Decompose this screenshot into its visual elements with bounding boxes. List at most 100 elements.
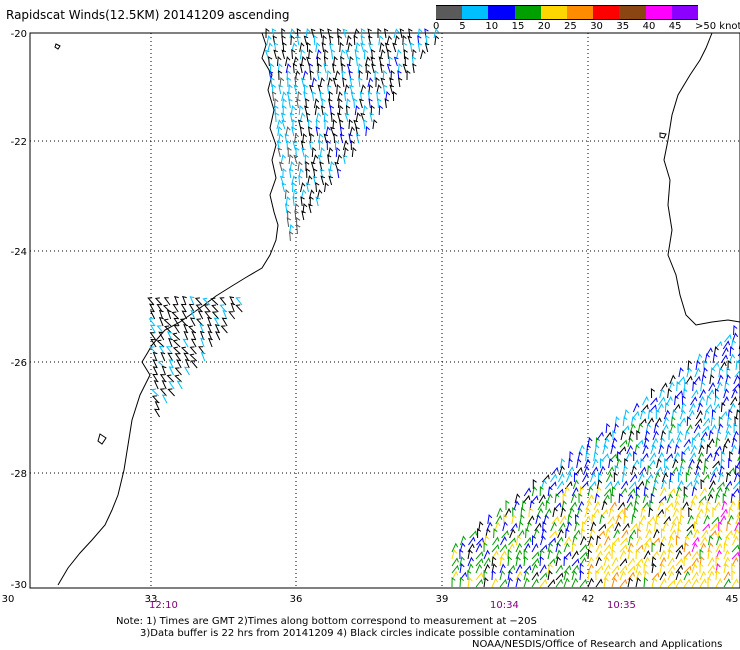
wind-barb	[342, 77, 347, 88]
wind-barb	[696, 508, 704, 518]
wind-barb	[367, 35, 373, 46]
wind-barb	[290, 105, 296, 116]
wind-barb	[327, 147, 334, 158]
wind-barb	[552, 507, 558, 518]
wind-barb	[669, 529, 677, 539]
wind-barb	[467, 543, 475, 553]
wind-barb	[539, 572, 548, 581]
wind-barb	[612, 480, 621, 490]
wind-barb	[699, 542, 707, 553]
wind-barb	[503, 514, 508, 525]
wind-barb	[152, 366, 158, 376]
wind-barb	[563, 555, 568, 567]
wind-barb	[277, 147, 282, 158]
wind-barb	[495, 514, 503, 525]
wind-barb	[660, 535, 667, 546]
wind-barb	[612, 537, 620, 546]
wind-barb	[706, 443, 711, 455]
wind-barb	[451, 549, 458, 560]
wind-barb	[643, 556, 651, 567]
wind-barb	[695, 514, 701, 525]
wind-barb	[354, 49, 359, 60]
wind-barb	[660, 528, 665, 539]
wind-barb	[637, 528, 642, 539]
wind-barb	[649, 500, 654, 511]
wind-barb	[355, 42, 361, 53]
wind-barb	[595, 578, 603, 588]
note-line-1: Note: 1) Times are GMT 2)Times along bot…	[116, 616, 537, 627]
wind-barb	[317, 154, 323, 165]
wind-barb	[717, 374, 724, 385]
wind-barb	[656, 508, 664, 518]
wind-barb	[709, 529, 717, 539]
wind-barb	[343, 147, 349, 158]
wind-barb	[420, 49, 426, 60]
wind-barb	[724, 430, 731, 441]
wind-barb	[277, 63, 283, 74]
wind-barb	[320, 175, 326, 186]
wind-barb	[342, 140, 349, 151]
latitude-label: -22	[11, 137, 27, 148]
wind-barb	[689, 452, 697, 462]
longitude-label: 39	[436, 594, 449, 605]
legend-label: 15	[511, 21, 525, 32]
wind-barb	[635, 563, 642, 574]
wind-barb	[333, 133, 338, 144]
wind-barb	[187, 325, 196, 334]
wind-barb	[574, 514, 580, 525]
wind-barb	[579, 486, 585, 497]
wind-barb	[539, 564, 547, 574]
wind-barb	[671, 466, 679, 476]
wind-barb	[626, 444, 634, 455]
wind-barb	[644, 479, 651, 490]
wind-barb	[735, 409, 740, 420]
wind-barb	[652, 479, 659, 490]
wind-barb	[214, 324, 220, 334]
wind-barb	[684, 381, 689, 392]
wind-barb	[515, 549, 523, 560]
wind-barb	[701, 529, 709, 539]
wind-barb	[507, 564, 516, 574]
wind-barb	[547, 542, 553, 553]
wind-barb	[592, 508, 600, 518]
wind-barb	[570, 493, 577, 504]
wind-barb	[502, 521, 508, 532]
wind-barb	[651, 577, 658, 588]
wind-barb	[571, 577, 579, 588]
wind-barb	[627, 571, 635, 581]
wind-barb	[324, 119, 329, 130]
wind-barb	[652, 430, 659, 441]
wind-barb	[719, 465, 725, 476]
wind-barb	[562, 493, 567, 503]
wind-barb	[703, 514, 710, 525]
wind-barb	[317, 63, 322, 74]
wind-barb	[311, 146, 317, 158]
legend-label: 25	[564, 21, 577, 32]
wind-barb	[668, 429, 673, 441]
wind-barb	[691, 550, 699, 560]
wind-barb	[345, 105, 351, 116]
wind-barb	[605, 528, 611, 539]
wind-barb	[627, 488, 636, 497]
wind-barb	[515, 563, 523, 574]
wind-barb	[590, 521, 597, 532]
wind-barb	[397, 70, 402, 81]
wind-barb	[368, 42, 373, 53]
wind-barb	[411, 56, 417, 67]
wind-barb	[176, 359, 182, 369]
wind-barb	[571, 542, 577, 553]
wind-barb	[707, 542, 714, 553]
wind-barb	[579, 578, 588, 588]
wind-barb	[407, 35, 413, 46]
wind-barb	[499, 563, 506, 574]
wind-barb	[723, 571, 731, 581]
wind-barb	[152, 359, 158, 369]
wind-barb	[319, 77, 325, 88]
wind-barb	[603, 556, 610, 567]
wind-barb	[159, 388, 167, 397]
wind-barb	[673, 451, 680, 462]
wind-barb	[587, 437, 593, 448]
wind-barb	[555, 488, 564, 497]
wind-barb	[162, 304, 171, 313]
